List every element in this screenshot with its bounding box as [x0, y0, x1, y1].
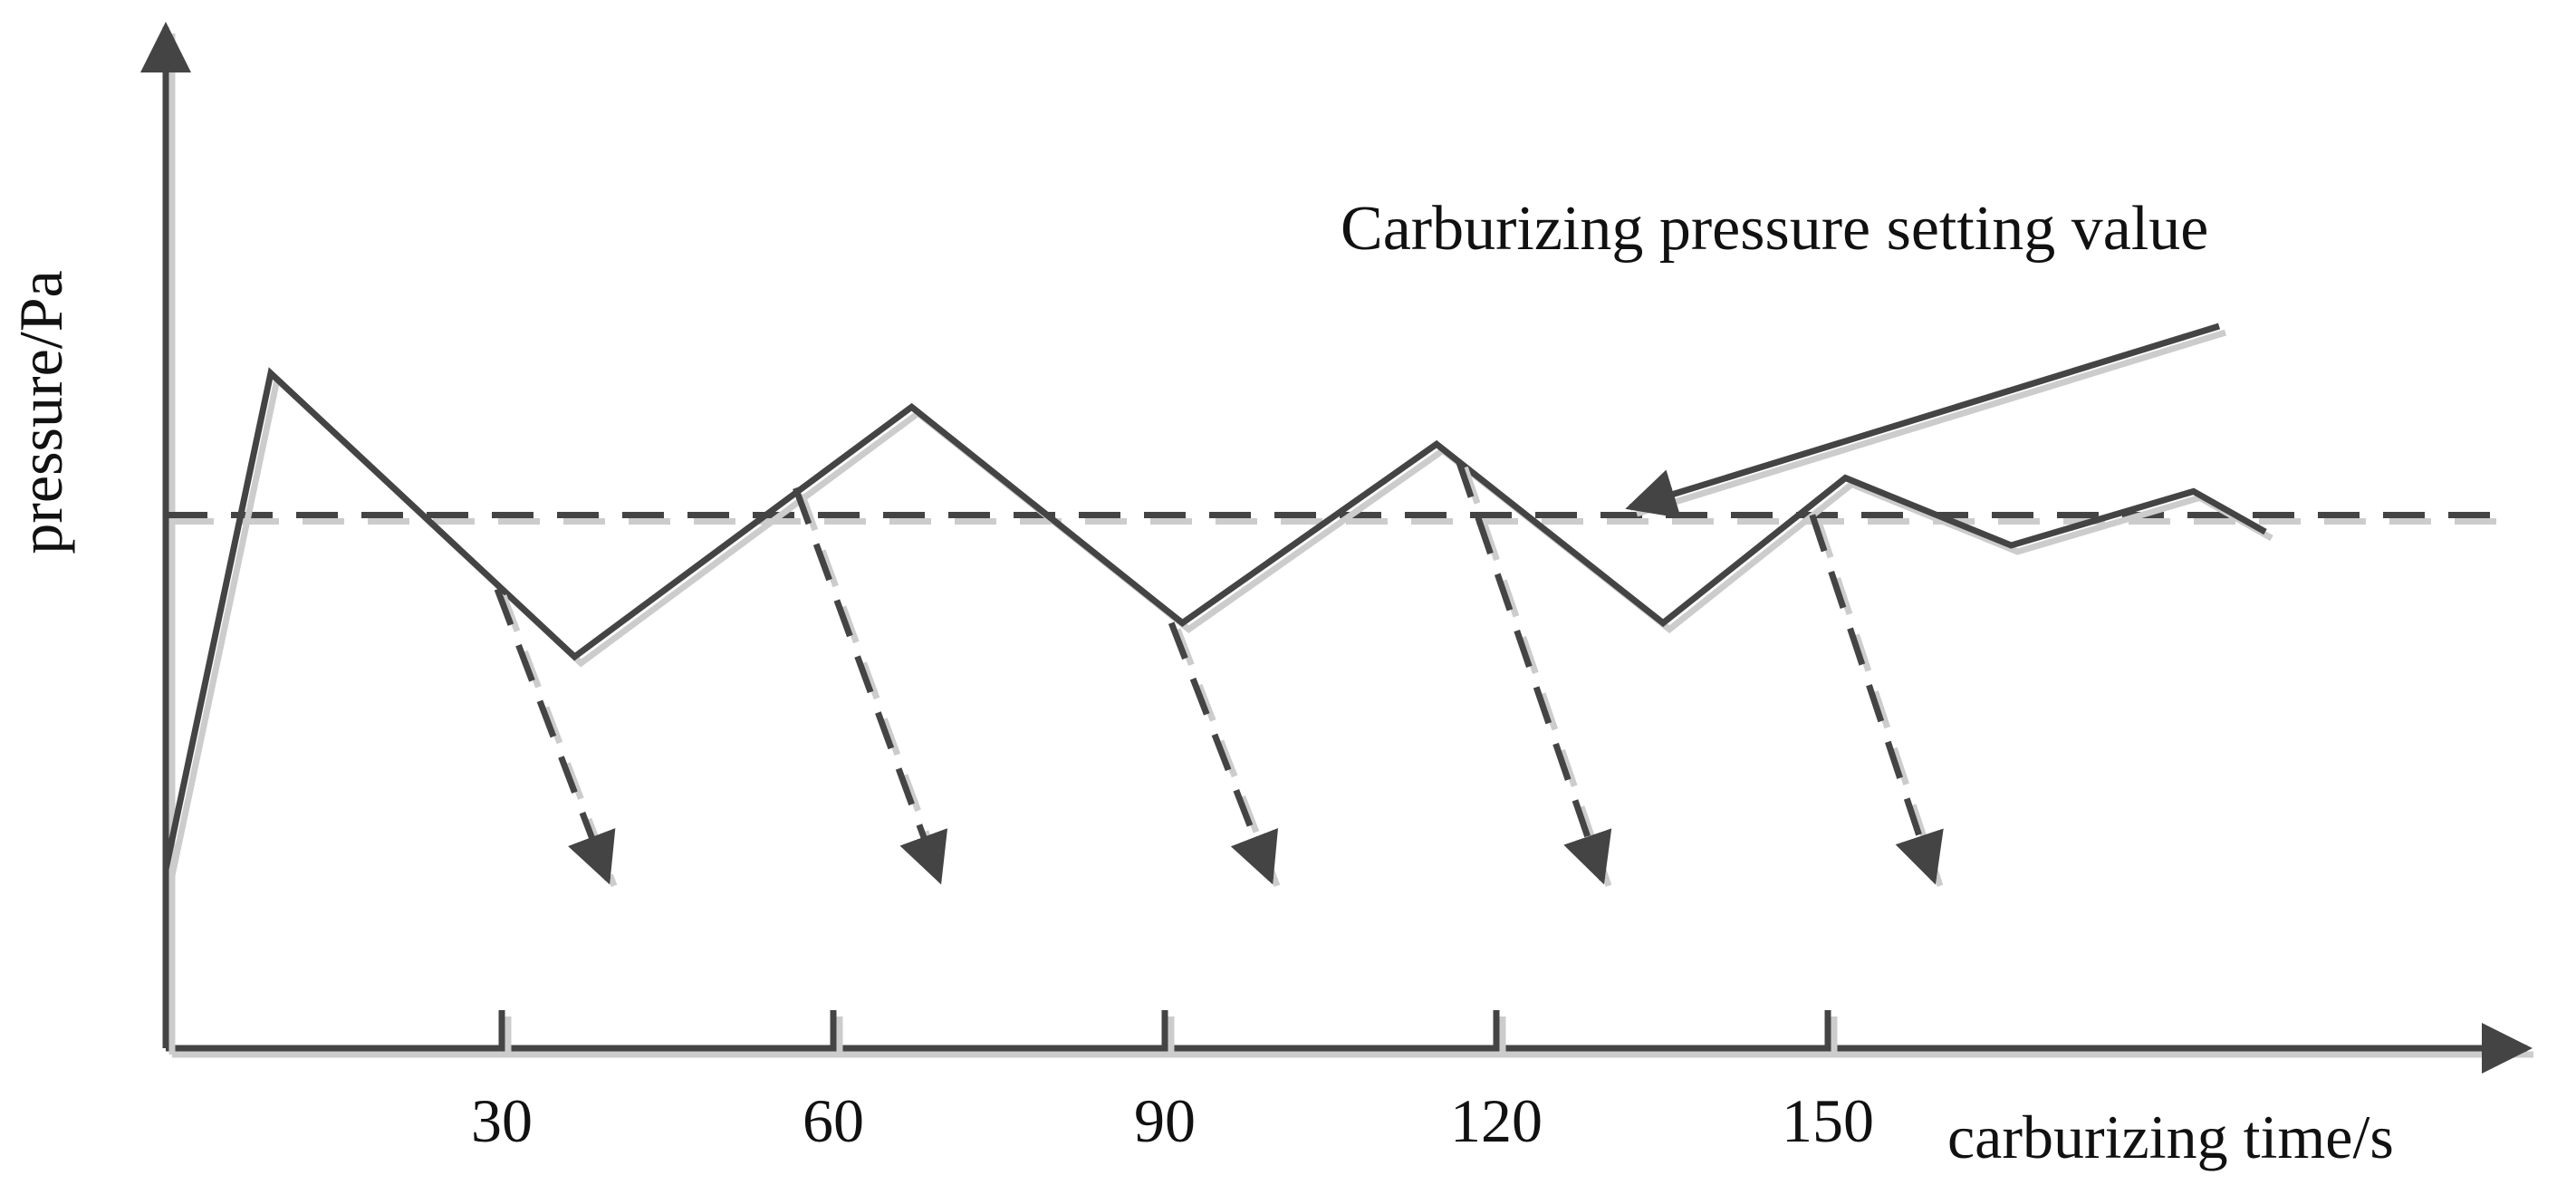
axes — [140, 22, 2533, 1074]
dashed-arrow-2 — [793, 487, 948, 885]
dashed-arrow-4 — [1456, 459, 1612, 885]
x-tick-label-120: 120 — [1450, 1086, 1543, 1155]
annotation-group — [1625, 323, 2227, 519]
dashed-arrow-5 — [1809, 514, 1944, 885]
series-group — [162, 367, 2273, 877]
dashed-arrow-1 — [494, 588, 616, 885]
annotation-arrow — [1625, 323, 2221, 519]
dashed-arrow-3-shadow — [1174, 628, 1281, 888]
setpoint-label: Carburizing pressure setting value — [1341, 194, 2208, 264]
dashed-arrow-5-shadow — [1815, 520, 1944, 887]
x-tick-label-30: 30 — [471, 1086, 533, 1155]
dashed-arrow-4-shadow — [1462, 466, 1612, 887]
x-tick-label-90: 90 — [1134, 1086, 1196, 1155]
x-tick-label-60: 60 — [803, 1086, 864, 1155]
dashed-arrow-3 — [1168, 621, 1279, 885]
series-line-0 — [162, 367, 2267, 871]
y-axis-label: pressure/Pa — [6, 270, 75, 554]
x-ticks: 30 60 90 120 150 — [471, 1010, 1874, 1155]
annotation-arrow-shadow — [1635, 329, 2227, 517]
dashed-arrow-2-shadow — [799, 493, 949, 887]
series-line-0-shadow — [168, 373, 2273, 877]
x-axis-label: carburizing time/s — [1947, 1103, 2394, 1171]
dashed-arrows-group — [494, 459, 1944, 888]
x-tick-label-150: 150 — [1782, 1086, 1874, 1155]
